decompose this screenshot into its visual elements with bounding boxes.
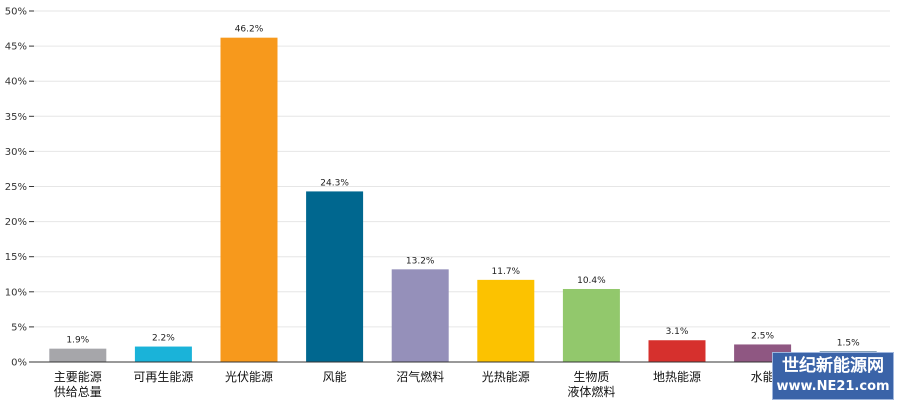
- y-tick-label: 35%: [5, 112, 27, 123]
- data-label: 2.2%: [152, 334, 175, 344]
- bar: [220, 37, 278, 363]
- bar: [134, 346, 192, 362]
- y-tick-label: 20%: [5, 217, 27, 228]
- y-tick-label: 10%: [5, 287, 27, 298]
- watermark-title: 世纪新能源网: [782, 356, 884, 376]
- x-category-label: 风能: [323, 370, 347, 384]
- y-axis-ticks: 0% 5% 10% 15% 20% 25% 30% 35% 40% 45% 50%: [5, 7, 34, 369]
- x-category-label: 液体燃料: [567, 384, 615, 399]
- bar: [477, 279, 535, 362]
- x-category-label: 光热能源: [482, 370, 530, 384]
- watermark-logo: 世纪新能源网 www.NE21.com: [772, 352, 894, 400]
- y-tick-label: 15%: [5, 252, 27, 263]
- gridlines: [34, 10, 890, 328]
- bar: [648, 340, 706, 362]
- y-tick-label: 30%: [5, 147, 27, 158]
- x-category-label: 可再生能源: [133, 370, 193, 384]
- y-tick-label: 50%: [5, 7, 27, 18]
- x-category-label: 生物质: [573, 370, 609, 384]
- bar: [49, 348, 107, 362]
- watermark-url: www.NE21.com: [776, 379, 890, 394]
- y-tick-label: 25%: [5, 182, 27, 193]
- x-category-label: 供给总量: [54, 385, 102, 399]
- x-category-label: 水能: [751, 370, 775, 384]
- y-tick-label: 5%: [11, 322, 27, 333]
- data-label: 10.4%: [577, 276, 606, 286]
- bar: [562, 288, 620, 362]
- data-label: 3.1%: [666, 327, 689, 337]
- x-category-label: 地热能源: [653, 370, 701, 384]
- data-labels: 1.9% 2.2% 46.2% 24.3% 13.2% 11.7% 10.4% 3.1% 2.5…: [66, 25, 860, 349]
- data-label: 1.5%: [837, 338, 860, 348]
- y-tick-label: 40%: [5, 77, 27, 88]
- data-label: 11.7%: [492, 267, 521, 277]
- data-label: 1.9%: [66, 336, 89, 346]
- x-category-label: 主要能源: [54, 370, 102, 384]
- bar: [306, 191, 364, 362]
- x-category-label: 光伏能源: [225, 370, 273, 384]
- y-tick-label: 0%: [11, 358, 27, 369]
- bar: [391, 269, 449, 362]
- x-category-label: 沼气燃料: [396, 369, 444, 384]
- data-label: 13.2%: [406, 256, 435, 266]
- data-label: 2.5%: [751, 331, 774, 341]
- data-label: 24.3%: [320, 178, 349, 188]
- data-label: 46.2%: [235, 25, 264, 35]
- bars: [49, 37, 877, 363]
- y-tick-label: 45%: [5, 42, 27, 53]
